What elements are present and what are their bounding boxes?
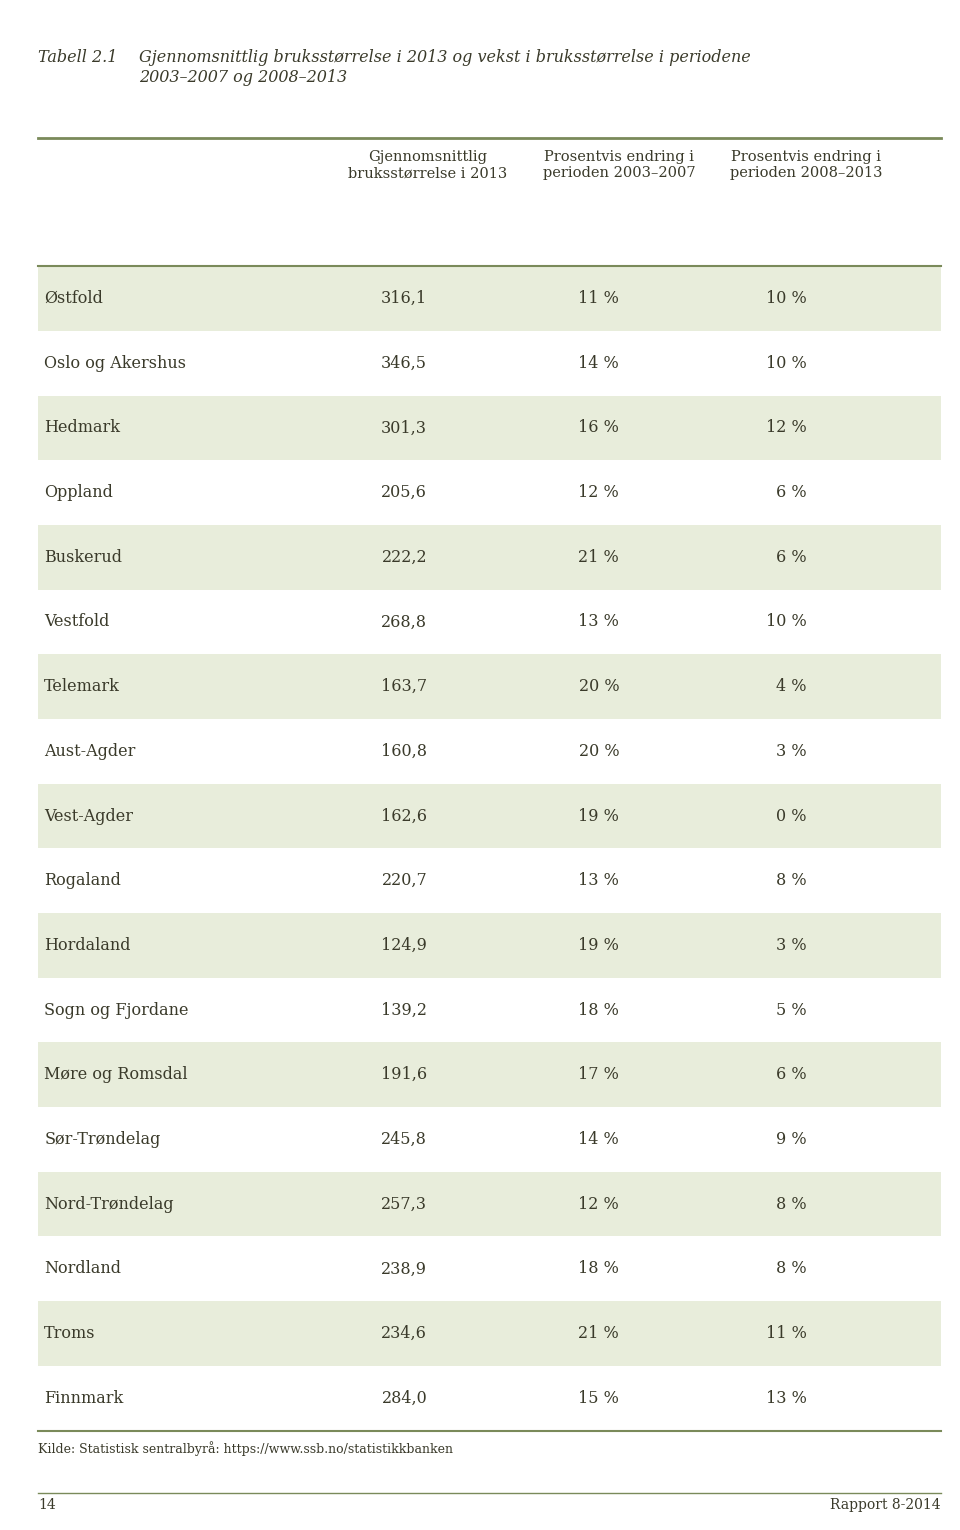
Text: 6 %: 6 % <box>776 549 806 566</box>
Text: 0 %: 0 % <box>776 808 806 825</box>
Text: Troms: Troms <box>44 1325 96 1342</box>
Bar <box>38 719 941 783</box>
Text: 18 %: 18 % <box>578 1261 619 1278</box>
Text: 13 %: 13 % <box>578 872 619 889</box>
Text: Nord-Trøndelag: Nord-Trøndelag <box>44 1195 174 1213</box>
Text: 12 %: 12 % <box>579 483 619 502</box>
Text: 17 %: 17 % <box>578 1066 619 1083</box>
Text: 238,9: 238,9 <box>381 1261 427 1278</box>
Text: 14 %: 14 % <box>579 355 619 372</box>
Bar <box>38 913 941 978</box>
Text: 12 %: 12 % <box>579 1195 619 1213</box>
Text: 19 %: 19 % <box>578 936 619 953</box>
Bar <box>38 1300 941 1366</box>
Text: Gjennomsnittlig
bruksstørrelse i 2013: Gjennomsnittlig bruksstørrelse i 2013 <box>348 150 507 181</box>
Text: Vestfold: Vestfold <box>44 614 109 630</box>
Text: 5 %: 5 % <box>776 1002 806 1019</box>
Text: 11 %: 11 % <box>765 1325 806 1342</box>
Text: Nordland: Nordland <box>44 1261 121 1278</box>
Bar <box>38 1108 941 1172</box>
Bar <box>38 848 941 913</box>
Text: 10 %: 10 % <box>766 291 806 308</box>
Text: 191,6: 191,6 <box>381 1066 427 1083</box>
Text: Buskerud: Buskerud <box>44 549 122 566</box>
Text: 10 %: 10 % <box>766 355 806 372</box>
Bar <box>38 330 941 396</box>
Text: 8 %: 8 % <box>776 1195 806 1213</box>
Text: 11 %: 11 % <box>578 291 619 308</box>
Text: 8 %: 8 % <box>776 872 806 889</box>
Text: Hordaland: Hordaland <box>44 936 131 953</box>
Text: 16 %: 16 % <box>578 419 619 436</box>
Text: Finnmark: Finnmark <box>44 1389 124 1406</box>
Text: Rapport 8-2014: Rapport 8-2014 <box>830 1498 941 1512</box>
Text: Sogn og Fjordane: Sogn og Fjordane <box>44 1002 189 1019</box>
Text: 205,6: 205,6 <box>381 483 427 502</box>
Text: 19 %: 19 % <box>578 808 619 825</box>
Bar <box>38 1172 941 1236</box>
Text: Aust-Agder: Aust-Agder <box>44 744 135 760</box>
Text: 162,6: 162,6 <box>381 808 427 825</box>
Text: 346,5: 346,5 <box>381 355 427 372</box>
Bar <box>38 655 941 719</box>
Bar <box>38 266 941 330</box>
Text: Sør-Trøndelag: Sør-Trøndelag <box>44 1131 160 1148</box>
Text: 13 %: 13 % <box>765 1389 806 1406</box>
Text: 9 %: 9 % <box>776 1131 806 1148</box>
Bar <box>38 1236 941 1300</box>
Text: 257,3: 257,3 <box>381 1195 427 1213</box>
Text: 3 %: 3 % <box>776 744 806 760</box>
Bar <box>38 978 941 1042</box>
Text: Rogaland: Rogaland <box>44 872 121 889</box>
Text: Østfold: Østfold <box>44 291 103 308</box>
Text: 14 %: 14 % <box>579 1131 619 1148</box>
Text: Hedmark: Hedmark <box>44 419 120 436</box>
Text: Gjennomsnittlig bruksstørrelse i 2013 og vekst i bruksstørrelse i periodene
2003: Gjennomsnittlig bruksstørrelse i 2013 og… <box>139 49 751 86</box>
Text: 6 %: 6 % <box>776 1066 806 1083</box>
Bar <box>38 1366 941 1431</box>
Text: 8 %: 8 % <box>776 1261 806 1278</box>
Text: Kilde: Statistisk sentralbyrå: https://www.ssb.no/statistikkbanken: Kilde: Statistisk sentralbyrå: https://w… <box>38 1441 453 1457</box>
Text: 12 %: 12 % <box>766 419 806 436</box>
Text: 124,9: 124,9 <box>381 936 427 953</box>
Text: Møre og Romsdal: Møre og Romsdal <box>44 1066 188 1083</box>
Text: 268,8: 268,8 <box>381 614 427 630</box>
Text: 222,2: 222,2 <box>381 549 427 566</box>
Text: 139,2: 139,2 <box>381 1002 427 1019</box>
Text: 245,8: 245,8 <box>381 1131 427 1148</box>
Text: 220,7: 220,7 <box>381 872 427 889</box>
Text: Tabell 2.1: Tabell 2.1 <box>38 49 118 66</box>
Text: 163,7: 163,7 <box>381 678 427 695</box>
Bar <box>38 525 941 589</box>
Text: 21 %: 21 % <box>579 1325 619 1342</box>
Text: 6 %: 6 % <box>776 483 806 502</box>
Bar <box>38 461 941 525</box>
Text: 3 %: 3 % <box>776 936 806 953</box>
Text: 284,0: 284,0 <box>381 1389 427 1406</box>
Text: Vest-Agder: Vest-Agder <box>44 808 133 825</box>
Text: Telemark: Telemark <box>44 678 120 695</box>
Bar <box>38 396 941 461</box>
Text: 10 %: 10 % <box>766 614 806 630</box>
Text: 234,6: 234,6 <box>381 1325 427 1342</box>
Text: 21 %: 21 % <box>579 549 619 566</box>
Text: 301,3: 301,3 <box>381 419 427 436</box>
Bar <box>38 589 941 655</box>
Text: 316,1: 316,1 <box>381 291 427 308</box>
Text: 15 %: 15 % <box>578 1389 619 1406</box>
Text: Prosentvis endring i
perioden 2003–2007: Prosentvis endring i perioden 2003–2007 <box>543 150 695 181</box>
Text: Oslo og Akershus: Oslo og Akershus <box>44 355 186 372</box>
Text: Oppland: Oppland <box>44 483 113 502</box>
Text: 14: 14 <box>38 1498 56 1512</box>
Text: 4 %: 4 % <box>776 678 806 695</box>
Text: 18 %: 18 % <box>578 1002 619 1019</box>
Text: 13 %: 13 % <box>578 614 619 630</box>
Text: 20 %: 20 % <box>579 744 619 760</box>
Text: 20 %: 20 % <box>579 678 619 695</box>
Text: 160,8: 160,8 <box>381 744 427 760</box>
Text: Prosentvis endring i
perioden 2008–2013: Prosentvis endring i perioden 2008–2013 <box>731 150 882 181</box>
Bar <box>38 1042 941 1108</box>
Bar <box>38 783 941 848</box>
